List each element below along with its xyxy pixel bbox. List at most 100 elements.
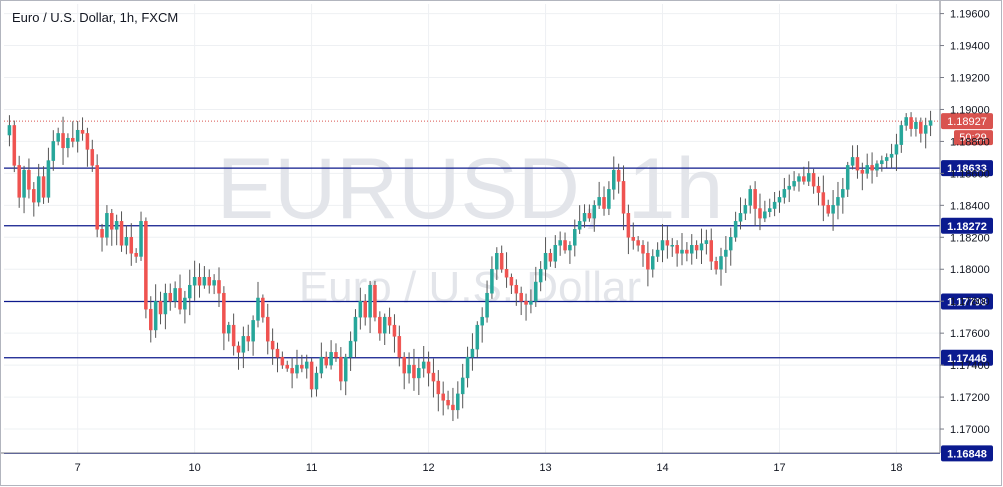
candle-body	[811, 173, 816, 187]
y-tick-label: 1.18800	[950, 136, 990, 148]
candle	[855, 145, 860, 179]
x-tick-label: 17	[773, 462, 785, 474]
y-tick-label: 1.17200	[950, 392, 990, 404]
candle-body	[538, 268, 543, 283]
candle-body	[334, 352, 338, 358]
price-level-label: 1.18633	[947, 163, 987, 175]
price-level-tag	[941, 217, 993, 234]
y-tick-label: 1.18400	[950, 200, 990, 212]
candle	[110, 208, 114, 246]
candle	[880, 155, 884, 172]
candle	[324, 351, 328, 369]
candle	[626, 204, 631, 255]
candle-body	[382, 316, 387, 334]
candle-body	[95, 165, 99, 230]
candle-body	[80, 129, 85, 134]
candle-body	[728, 237, 733, 251]
x-tick-label: 18	[890, 462, 902, 474]
candle	[407, 352, 411, 384]
candle	[831, 190, 835, 231]
candle-body	[884, 157, 889, 161]
candle	[295, 349, 299, 379]
candle	[251, 315, 255, 356]
candle	[241, 326, 246, 369]
candle-body	[368, 284, 372, 318]
y-tick-label: 1.18200	[950, 232, 990, 244]
candle	[777, 190, 782, 213]
candle	[197, 263, 202, 298]
candle	[909, 112, 913, 137]
candle-body	[22, 169, 26, 198]
candle	[806, 161, 811, 186]
candle	[139, 211, 143, 261]
candle	[412, 348, 416, 391]
candle	[51, 130, 56, 171]
candle-body	[231, 324, 236, 347]
candle-body	[802, 176, 806, 182]
candle	[733, 211, 738, 242]
candle	[217, 267, 221, 308]
candle	[845, 161, 850, 198]
candle	[256, 281, 260, 328]
candle-body	[592, 205, 597, 219]
candle-body	[733, 221, 738, 238]
candle	[304, 354, 309, 379]
candle	[841, 177, 845, 214]
candle-body	[597, 197, 601, 206]
candle	[787, 174, 791, 203]
candle-body	[339, 356, 343, 382]
x-tick-label: 10	[189, 462, 201, 474]
candle-body	[134, 253, 138, 257]
candle-body	[719, 256, 723, 270]
candle	[188, 269, 192, 316]
price-level-tag	[941, 160, 993, 177]
candle	[651, 249, 655, 278]
candle-body	[772, 201, 777, 209]
candle	[641, 240, 645, 267]
y-tick-label: 1.17000	[950, 424, 990, 436]
price-level-label: 1.17446	[947, 353, 987, 365]
candle	[548, 248, 553, 267]
candle	[36, 163, 41, 207]
candle	[621, 165, 626, 231]
candle	[923, 117, 928, 149]
candle	[704, 229, 709, 255]
candle	[451, 387, 455, 422]
candle-body	[226, 324, 231, 334]
candle-body	[641, 245, 645, 254]
candle-body	[285, 364, 289, 369]
candle	[709, 228, 714, 270]
candle-body	[504, 268, 509, 278]
candle-body	[441, 393, 445, 401]
candle-body	[534, 281, 538, 302]
candle	[475, 321, 480, 358]
candle-body	[105, 213, 109, 238]
candle	[607, 181, 611, 216]
y-tick-label: 1.19400	[950, 41, 990, 53]
y-tick-label: 1.17400	[950, 360, 990, 372]
candle-body	[636, 240, 640, 246]
candle	[485, 280, 489, 323]
candle-body	[865, 165, 869, 174]
price-level-label: 1.17798	[947, 297, 987, 309]
candle-body	[426, 361, 431, 374]
candle	[660, 224, 665, 263]
candle-body	[524, 300, 528, 305]
candle	[158, 291, 163, 325]
candle	[865, 153, 869, 179]
candle-body	[353, 316, 358, 342]
candle-body	[46, 160, 51, 198]
candle-body	[470, 348, 475, 358]
candle	[826, 199, 830, 217]
candle-body	[71, 137, 75, 142]
candle-body	[163, 292, 168, 315]
candle-body	[587, 213, 592, 219]
countdown-tag	[954, 130, 993, 146]
axis-labels: 1.19600 1.19400 1.19200 1.19000 1.18800 1.186…	[75, 9, 990, 474]
watermark-symbol: EURUSD, 1h	[217, 141, 724, 237]
candle	[587, 204, 592, 222]
candle-body	[855, 157, 860, 171]
candle	[758, 193, 762, 231]
candle-body	[899, 125, 904, 145]
candle-body	[295, 364, 299, 374]
